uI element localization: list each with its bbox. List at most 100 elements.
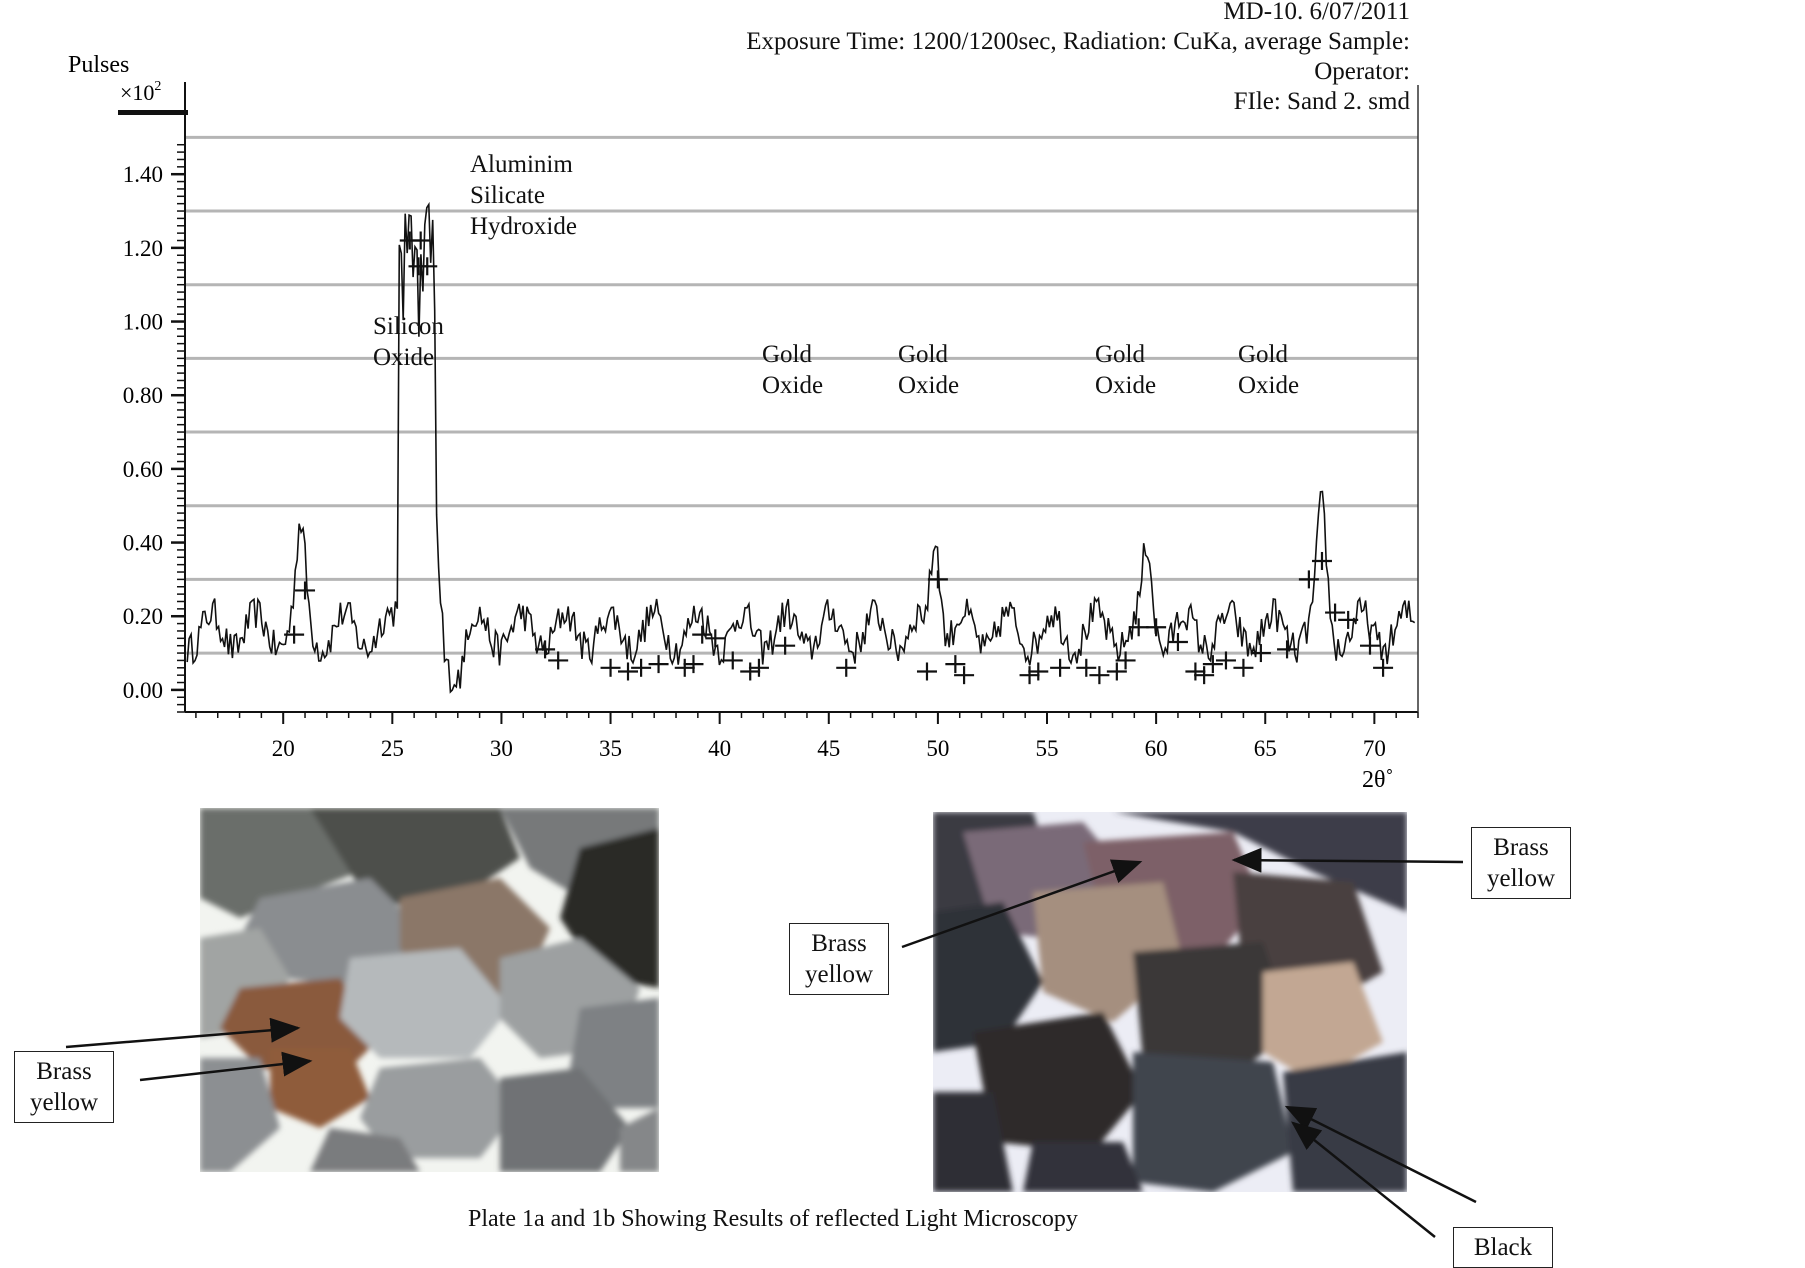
figure-caption: Plate 1a and 1b Showing Results of refle… [468,1206,1078,1232]
peak-marker [1089,666,1110,685]
peak-marker [535,640,556,659]
label-black: Black [1453,1227,1553,1268]
y-axis-label: Pulses [68,52,129,78]
peak-marker [631,658,652,677]
series-layer [186,201,1416,694]
label-line: Black [1473,1234,1533,1261]
annotation-silicon-oxide: Silicon Oxide [373,311,444,373]
peak-marker [748,658,769,677]
xrd-chart: Pulses ×102 0.00 0.20 0.40 0.60 0.80 1.00 1.20… [68,52,1419,793]
peak-marker [1194,666,1215,685]
peak-marker [836,658,857,677]
peak-marker [1115,651,1136,670]
x-tick-label: 65 [1254,736,1277,761]
peak-marker [417,257,438,276]
x-tick-label: 40 [708,736,731,761]
arrow-left-top [65,1017,301,1049]
y-axis-unit: ×102 [120,79,161,105]
arrow-left-bottom [139,1051,313,1082]
peak-marker [295,581,316,600]
plate-1a-image [200,808,659,1172]
peak-marker [705,629,726,648]
peak-marker [600,658,621,677]
annotation-line: Oxide [898,372,960,399]
annotation-line: Gold [898,341,948,368]
peak-marker [1185,662,1206,681]
x-tick-label: 70 [1363,736,1386,761]
label-line: Brass [811,930,867,957]
arrow-right-top [1231,847,1464,873]
label-line: yellow [29,1089,99,1116]
grid-layer [185,135,1418,655]
peak-marker [916,662,937,681]
annotation-line: Oxide [762,372,824,399]
peak-marker [674,658,695,677]
peak-marker [775,636,796,655]
peak-marker [1050,658,1071,677]
peak-marker [1167,633,1188,652]
peak-marker [1338,610,1359,629]
x-tick-label: 60 [1145,736,1168,761]
annotation-gold-oxide-2: Gold Oxide [898,339,959,401]
peak-marker [722,651,743,670]
y-tick-label: 1.00 [123,310,163,335]
x-tick-label: 20 [272,736,295,761]
plate-1a-micrograph [200,808,659,1172]
x-tick-label: 45 [817,736,840,761]
annotation-line: Aluminim [470,151,573,178]
x-axis-label: 2θ˚ [1362,767,1394,793]
label-brass-yellow-right-top: Brass yellow [1471,827,1571,899]
peak-marker [648,655,669,674]
peak-marker [1311,551,1332,570]
peak-marker [954,666,975,685]
peak-marker [1106,662,1127,681]
marker-layer [284,231,1394,685]
peak-marker [927,570,948,589]
peak-marker [1202,655,1223,674]
peak-marker [1359,636,1380,655]
label-line: Brass [1493,834,1549,861]
y-tick-label: 0.60 [123,457,163,482]
y-axis-unit-base: ×10 [120,80,154,105]
label-line: yellow [804,961,874,988]
header-line-1: MD-10. 6/07/2011 [1223,0,1410,25]
peak-marker [683,655,704,674]
x-tick-label: 55 [1036,736,1059,761]
peak-marker [945,655,966,674]
peak-marker [1028,662,1049,681]
y-tick-label: 1.20 [123,236,163,261]
x-tick-label: 35 [599,736,622,761]
y-tick-label: 1.40 [123,162,163,187]
peak-marker [1076,658,1097,677]
peak-marker [692,625,713,644]
peak-marker [1373,658,1394,677]
arrow-black-top [1284,1105,1477,1204]
peak-marker [1146,618,1167,637]
annotation-line: Gold [762,341,812,368]
peak-marker [1019,666,1040,685]
y-tick-label: 0.40 [123,531,163,556]
peak-marker [618,662,639,681]
annotation-gold-oxide-3: Gold Oxide [1095,339,1156,401]
x-tick-label: 30 [490,736,513,761]
annotation-line: Oxide [1238,372,1300,399]
header-line-2: Exposure Time: 1200/1200sec, Radiation: … [746,28,1410,55]
arrow-right-mid [901,859,1143,949]
label-brass-yellow-right-mid: Brass yellow [789,923,889,995]
annotation-line: Oxide [373,344,435,371]
header-line-3: Operator: [1314,58,1410,85]
annotation-line: Silicate [470,182,545,209]
label-line: yellow [1486,865,1556,892]
peak-marker [410,231,431,250]
label-brass-yellow-left: Brass yellow [14,1051,114,1123]
peak-marker [1215,651,1236,670]
peak-marker [284,625,305,644]
y-tick-label: 0.80 [123,383,163,408]
peak-marker [1128,618,1149,637]
annotation-aluminium-silicate: Aluminim Silicate Hydroxide [470,149,577,242]
peak-marker [1325,603,1346,622]
peak-marker [1277,640,1298,659]
peak-marker [1250,644,1271,663]
header-line-4: FIle: Sand 2. smd [1233,88,1410,115]
